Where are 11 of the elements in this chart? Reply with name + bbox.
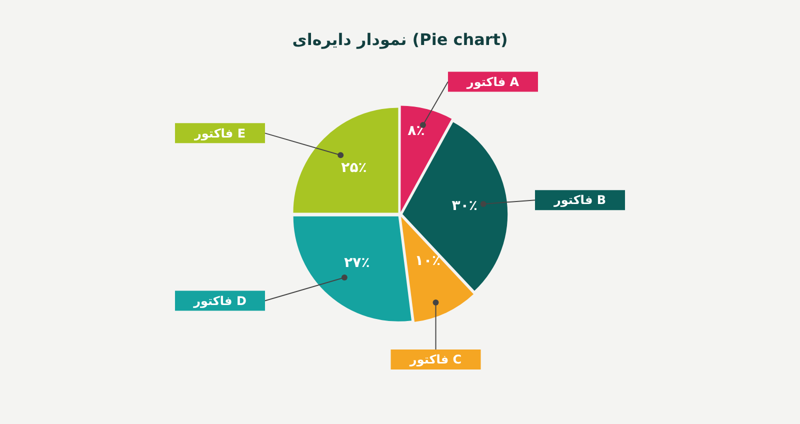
slice-label: فاکتور A <box>466 74 520 89</box>
data-label: ۳۰٪ <box>452 198 478 214</box>
slice-label: فاکتور B <box>553 193 606 208</box>
slice-label: فاکتور E <box>193 126 246 140</box>
chart-title: نمودار دایره‌ای (Pie chart) <box>291 30 509 49</box>
data-label: ۲۷٪ <box>344 254 370 271</box>
data-label: ۱۰٪ <box>414 253 441 270</box>
slice-label: فاکتور D <box>192 294 246 308</box>
data-label: ۸٪ <box>408 123 425 140</box>
data-label: ۲۵٪ <box>341 160 367 176</box>
slice-label: فاکتور C <box>408 352 462 367</box>
